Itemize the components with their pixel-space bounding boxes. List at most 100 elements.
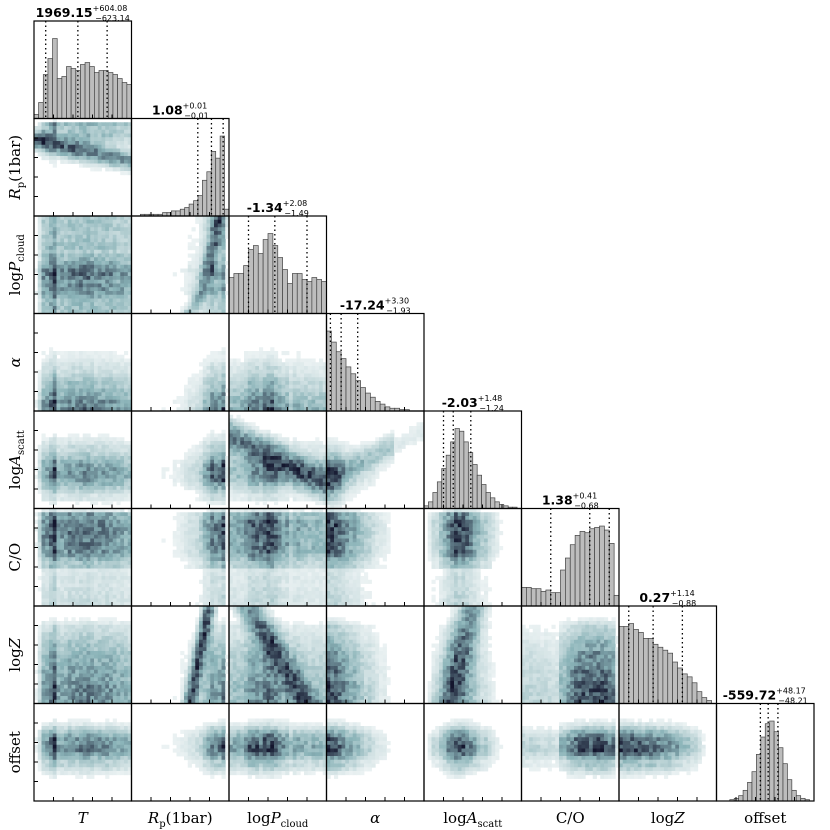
density-cell-alpha-Rp xyxy=(195,399,200,404)
density-cell-logAscatt-logPcloud xyxy=(266,463,271,468)
density-cell-CO-Rp xyxy=(195,542,200,547)
density-cell-alpha-T xyxy=(67,362,72,367)
density-cell-logAscatt-logPcloud xyxy=(307,489,312,494)
density-cell-CO-Rp xyxy=(176,546,181,551)
density-cell-alpha-T xyxy=(86,354,91,359)
density-cell-Rp-T xyxy=(105,148,110,153)
density-cell-logPcloud-T xyxy=(109,283,114,288)
density-cell-alpha-T xyxy=(109,366,114,371)
density-cell-alpha-logPcloud xyxy=(292,399,297,404)
density-cell-logAscatt-logPcloud xyxy=(262,448,267,453)
density-cell-CO-logPcloud xyxy=(229,557,234,562)
density-cell-CO-Rp xyxy=(199,546,204,551)
density-cell-CO-Rp xyxy=(180,519,185,524)
density-cell-logPcloud-Rp xyxy=(202,219,207,224)
density-cell-logAscatt-logPcloud xyxy=(274,493,279,498)
density-cell-Rp-T xyxy=(60,144,65,149)
density-cell-alpha-Rp xyxy=(217,351,222,356)
density-cell-CO-logPcloud xyxy=(247,508,252,513)
density-cell-CO-logPcloud xyxy=(229,542,234,547)
density-cell-CO-logPcloud xyxy=(274,512,279,517)
density-cell-alpha-logPcloud xyxy=(315,377,320,382)
density-cell-CO-Rp xyxy=(210,587,215,592)
density-cell-logPcloud-Rp xyxy=(221,264,226,269)
density-cell-logAscatt-logPcloud xyxy=(247,463,252,468)
density-cell-CO-T xyxy=(49,542,54,547)
density-cell-Rp-T xyxy=(94,163,99,168)
density-cell-logAscatt-logPcloud xyxy=(251,437,256,442)
density-cell-logAscatt-T xyxy=(105,441,110,446)
density-cell-logAscatt-T xyxy=(86,433,91,438)
density-cell-alpha-T xyxy=(41,362,46,367)
density-cell-logPcloud-T xyxy=(71,298,76,303)
density-cell-CO-T xyxy=(52,519,57,524)
density-cell-logAscatt-alpha xyxy=(367,478,372,483)
density-cell-CO-logPcloud xyxy=(232,512,237,517)
density-cell-CO-T xyxy=(86,546,91,551)
density-cell-alpha-T xyxy=(64,381,69,386)
density-cell-alpha-logPcloud xyxy=(259,377,264,382)
density-cell-Rp-T xyxy=(71,133,76,138)
density-cell-logPcloud-Rp xyxy=(187,291,192,296)
density-cell-logAscatt-T xyxy=(82,459,87,464)
density-cell-CO-T xyxy=(79,561,84,566)
density-cell-CO-T xyxy=(60,512,65,517)
density-cell-logAscatt-T xyxy=(64,478,69,483)
density-cell-logAscatt-Rp xyxy=(206,433,211,438)
density-cell-logPcloud-T xyxy=(52,249,57,254)
density-cell-logAscatt-T xyxy=(120,474,125,479)
density-cell-logAscatt-T xyxy=(127,497,132,502)
density-cell-Rp-T xyxy=(94,122,99,127)
density-cell-alpha-logPcloud xyxy=(296,384,301,389)
density-cell-logPcloud-T xyxy=(127,219,132,224)
density-cell-logPcloud-T xyxy=(71,223,76,228)
density-cell-alpha-logPcloud xyxy=(232,381,237,386)
density-cell-logAscatt-Rp xyxy=(172,459,177,464)
density-cell-logPcloud-T xyxy=(109,287,114,292)
density-cell-alpha-T xyxy=(49,362,54,367)
density-cell-CO-T xyxy=(64,579,69,584)
density-cell-CO-Rp xyxy=(214,557,219,562)
density-cell-alpha-logPcloud xyxy=(319,373,324,378)
density-cell-CO-Rp xyxy=(210,523,215,528)
density-cell-logAscatt-T xyxy=(97,452,102,457)
density-cell-logAscatt-logPcloud xyxy=(251,497,256,502)
density-cell-CO-Rp xyxy=(202,553,207,558)
density-cell-logPcloud-Rp xyxy=(221,238,226,243)
density-cell-alpha-logPcloud xyxy=(292,381,297,386)
density-cell-alpha-T xyxy=(71,354,76,359)
density-cell-logAscatt-Rp xyxy=(199,486,204,491)
density-cell-CO-Rp xyxy=(176,527,181,532)
density-cell-logPcloud-T xyxy=(71,219,76,224)
density-cell-logAscatt-alpha xyxy=(386,448,391,453)
density-cell-logPcloud-Rp xyxy=(187,272,192,277)
density-cell-Rp-T xyxy=(90,167,95,172)
density-cell-Rp-T xyxy=(109,129,114,134)
density-cell-logAscatt-T xyxy=(71,489,76,494)
density-cell-logAscatt-alpha xyxy=(337,448,342,453)
density-cell-Rp-T xyxy=(116,122,121,127)
density-cell-CO-logPcloud xyxy=(251,587,256,592)
density-cell-alpha-logPcloud xyxy=(244,351,249,356)
density-cell-logPcloud-T xyxy=(97,257,102,262)
density-cell-logPcloud-T xyxy=(67,246,72,251)
density-cell-CO-T xyxy=(112,523,117,528)
density-cell-Rp-T xyxy=(82,159,87,164)
density-cell-alpha-logPcloud xyxy=(251,384,256,389)
density-cell-CO-logPcloud xyxy=(274,516,279,521)
density-cell-logAscatt-logPcloud xyxy=(259,478,264,483)
density-cell-logAscatt-logPcloud xyxy=(311,474,316,479)
density-cell-CO-T xyxy=(94,583,99,588)
density-cell-logAscatt-Rp xyxy=(195,463,200,468)
density-cell-logAscatt-T xyxy=(116,493,121,498)
density-cell-logAscatt-alpha xyxy=(394,448,399,453)
density-cell-logAscatt-T xyxy=(109,437,114,442)
density-cell-alpha-T xyxy=(49,388,54,393)
density-cell-CO-logPcloud xyxy=(289,587,294,592)
density-cell-CO-Rp xyxy=(225,519,230,524)
density-cell-logPcloud-T xyxy=(124,298,129,303)
density-cell-Rp-T xyxy=(82,122,87,127)
density-cell-alpha-logPcloud xyxy=(262,381,267,386)
density-cell-logAscatt-T xyxy=(79,471,84,476)
density-cell-alpha-logPcloud xyxy=(322,373,327,378)
